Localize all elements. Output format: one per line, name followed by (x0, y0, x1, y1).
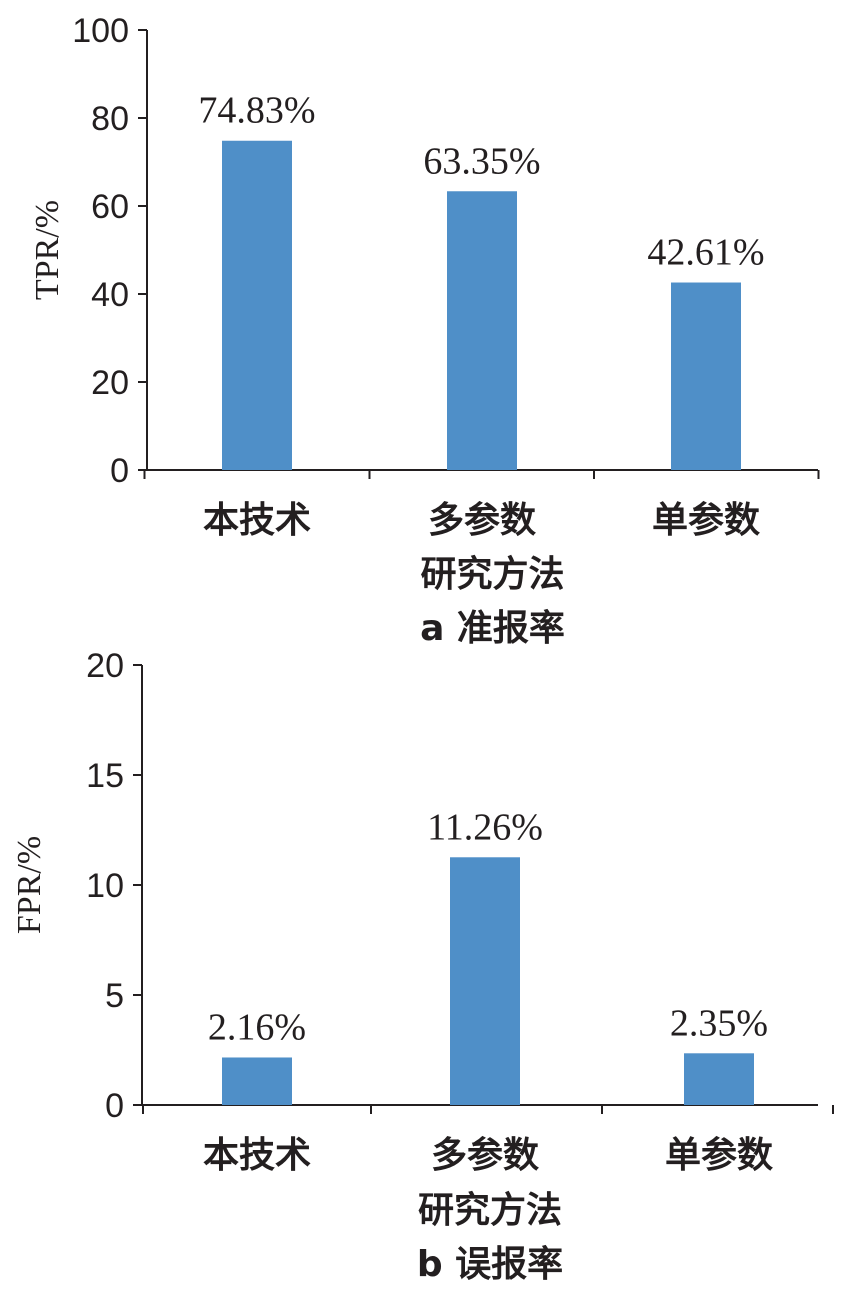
bar (671, 282, 741, 470)
category-label: 单参数 (665, 1135, 773, 1176)
y-tick-label: 15 (86, 757, 124, 795)
y-tick-label: 0 (105, 1087, 124, 1125)
data-label: 11.26% (427, 806, 543, 848)
y-tick-label: 5 (105, 977, 124, 1015)
y-tick-label: 10 (86, 867, 124, 905)
category-label: 本技术 (203, 500, 311, 541)
category-label: 多参数 (431, 1135, 539, 1176)
y-axis-title: FPR/% (11, 836, 48, 934)
x-axis-title: 研究方法 (418, 1190, 562, 1231)
y-tick-label: 80 (91, 100, 129, 138)
category-label: 多参数 (428, 500, 536, 541)
data-label: 2.16% (208, 1006, 306, 1048)
y-tick-label: 100 (72, 12, 129, 50)
x-axis-title: 研究方法 (420, 554, 564, 595)
y-tick-label: 20 (86, 647, 124, 685)
data-label: 63.35% (423, 140, 540, 182)
y-tick-label: 20 (91, 364, 129, 402)
bar (222, 1057, 292, 1105)
bar (450, 857, 520, 1105)
y-axis-title: TPR/% (29, 200, 66, 300)
y-tick-label: 0 (110, 452, 129, 490)
y-tick-label: 60 (91, 188, 129, 226)
data-label: 42.61% (647, 232, 764, 274)
y-tick-label: 40 (91, 276, 129, 314)
category-label: 本技术 (203, 1135, 311, 1176)
bar (684, 1053, 754, 1105)
bar (222, 140, 292, 471)
data-label: 74.83% (198, 90, 315, 132)
data-label: 2.35% (670, 1002, 768, 1044)
category-label: 单参数 (652, 500, 760, 541)
chart-caption: a 准报率 (420, 608, 565, 649)
chart-caption: b 误报率 (417, 1244, 563, 1285)
bar (447, 191, 517, 470)
